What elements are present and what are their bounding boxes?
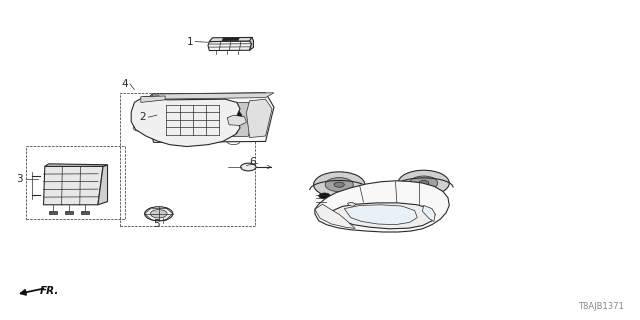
Polygon shape xyxy=(166,108,242,134)
Circle shape xyxy=(150,96,163,102)
Polygon shape xyxy=(422,205,435,221)
Text: 2: 2 xyxy=(140,112,146,122)
Circle shape xyxy=(227,138,240,145)
Text: 3: 3 xyxy=(16,174,22,184)
Bar xyxy=(26,146,125,219)
Circle shape xyxy=(398,170,449,196)
Circle shape xyxy=(250,95,262,101)
Polygon shape xyxy=(44,166,103,205)
Polygon shape xyxy=(65,211,73,214)
Text: 6: 6 xyxy=(250,157,256,167)
Polygon shape xyxy=(250,37,253,50)
Text: 5: 5 xyxy=(154,219,160,229)
Polygon shape xyxy=(152,93,274,99)
Polygon shape xyxy=(45,164,108,166)
Polygon shape xyxy=(246,99,272,138)
Polygon shape xyxy=(222,38,239,41)
Circle shape xyxy=(325,178,353,192)
Circle shape xyxy=(410,176,438,190)
Polygon shape xyxy=(49,211,57,214)
Circle shape xyxy=(150,210,167,218)
Polygon shape xyxy=(344,205,417,225)
Polygon shape xyxy=(208,41,252,51)
Polygon shape xyxy=(131,96,240,147)
Polygon shape xyxy=(227,115,246,125)
Text: 4: 4 xyxy=(122,79,128,89)
Circle shape xyxy=(319,193,330,199)
Polygon shape xyxy=(144,93,274,142)
Bar xyxy=(120,93,255,226)
Circle shape xyxy=(334,182,344,187)
Circle shape xyxy=(241,163,256,171)
Text: 1: 1 xyxy=(187,36,193,47)
Text: FR.: FR. xyxy=(40,286,59,296)
Polygon shape xyxy=(81,211,89,214)
Polygon shape xyxy=(315,204,355,228)
Circle shape xyxy=(145,207,173,221)
Circle shape xyxy=(133,125,146,131)
Polygon shape xyxy=(333,203,435,229)
Polygon shape xyxy=(209,37,253,42)
Circle shape xyxy=(314,172,365,197)
Circle shape xyxy=(133,112,146,118)
Polygon shape xyxy=(159,102,255,137)
Polygon shape xyxy=(141,96,165,102)
Text: T8AJB1371: T8AJB1371 xyxy=(579,302,624,311)
Circle shape xyxy=(419,180,429,186)
Polygon shape xyxy=(98,165,108,205)
Circle shape xyxy=(368,208,385,216)
Polygon shape xyxy=(315,181,449,232)
Polygon shape xyxy=(348,202,356,206)
